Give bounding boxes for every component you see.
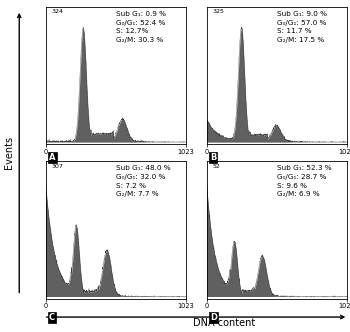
Text: A: A <box>49 153 56 162</box>
Text: Sub G₁: 0.9 %
G₀/G₁: 52.4 %
S: 12.7%
G₂/M: 30.3 %: Sub G₁: 0.9 % G₀/G₁: 52.4 % S: 12.7% G₂/… <box>116 11 166 43</box>
Text: C: C <box>49 312 55 322</box>
Text: Sub G₁: 9.0 %
G₀/G₁: 57.0 %
S: 11.7 %
G₂/M: 17.5 %: Sub G₁: 9.0 % G₀/G₁: 57.0 % S: 11.7 % G₂… <box>276 11 327 43</box>
Text: 324: 324 <box>51 9 63 14</box>
Text: B: B <box>210 153 216 162</box>
Text: Events: Events <box>4 136 14 169</box>
Text: 325: 325 <box>212 9 224 14</box>
Text: Sub G₁: 52.3 %
G₀/G₁: 28.7 %
S: 9.6 %
G₂/M: 6.9 %: Sub G₁: 52.3 % G₀/G₁: 28.7 % S: 9.6 % G₂… <box>276 165 331 198</box>
Text: 52: 52 <box>212 164 220 169</box>
Text: DNA content: DNA content <box>193 318 255 328</box>
Text: D: D <box>210 312 217 322</box>
Text: Sub G₁: 48.0 %
G₀/G₁: 32.0 %
S: 7.2 %
G₂/M: 7.7 %: Sub G₁: 48.0 % G₀/G₁: 32.0 % S: 7.2 % G₂… <box>116 165 170 198</box>
Text: 307: 307 <box>51 164 63 169</box>
